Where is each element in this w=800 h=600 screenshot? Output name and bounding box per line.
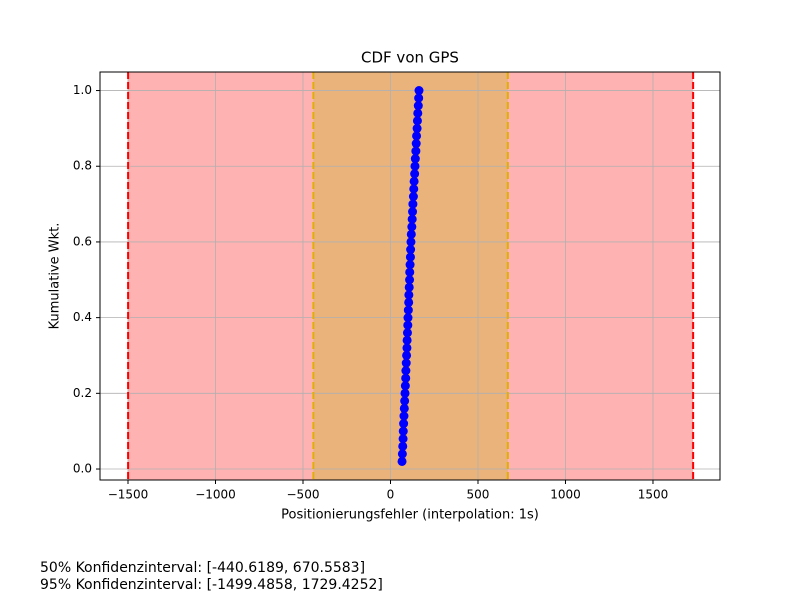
axes-frame <box>99 71 721 481</box>
point <box>404 290 414 300</box>
annotation: 95% Konfidenzinterval: [-1499.4858, 1729… <box>40 577 383 593</box>
x-tick-label: 0 <box>387 488 395 502</box>
point <box>402 335 412 345</box>
point <box>398 426 408 436</box>
point <box>408 192 418 202</box>
point <box>400 388 410 398</box>
point <box>410 169 420 179</box>
point <box>405 267 415 277</box>
point <box>403 320 413 330</box>
point <box>410 161 420 171</box>
y-tick-label: 0.4 <box>73 310 92 324</box>
point <box>413 101 423 111</box>
y-axis-label: Kumulative Wkt. <box>48 223 63 330</box>
point <box>406 237 416 247</box>
point <box>409 176 419 186</box>
point <box>398 434 408 444</box>
x-axis-label: Positionierungsfehler (interpolation: 1s… <box>281 508 539 523</box>
point <box>406 229 416 239</box>
point <box>401 366 411 376</box>
point <box>408 207 418 217</box>
annotation: 50% Konfidenzinterval: [-440.6189, 670.5… <box>40 560 365 576</box>
y-tick-label: 0.0 <box>73 462 92 476</box>
x-tick-label: −1500 <box>108 488 149 502</box>
point <box>414 93 424 103</box>
x-tick-label: 1500 <box>638 488 669 502</box>
point <box>402 328 412 338</box>
point <box>408 199 418 209</box>
point <box>402 343 412 353</box>
y-tick-label: 0.2 <box>73 386 92 400</box>
point <box>405 252 415 262</box>
point <box>407 214 417 224</box>
y-tick-label: 0.6 <box>73 234 92 248</box>
point <box>401 373 411 383</box>
y-tick-label: 0.8 <box>73 159 92 173</box>
point <box>403 313 413 323</box>
point <box>405 260 415 270</box>
point <box>412 123 422 133</box>
point <box>401 358 411 368</box>
point <box>413 108 423 118</box>
plot-area: −1500 −1000 −500 0 500 1000 1500 0.0 0.2 0.4 0.6 0.… <box>73 71 721 502</box>
point <box>411 139 421 149</box>
point <box>400 381 410 391</box>
point <box>410 154 420 164</box>
chart-title: CDF von GPS <box>361 49 459 67</box>
x-tick-label: 500 <box>467 488 490 502</box>
point <box>398 441 408 451</box>
x-tick-label: −1000 <box>195 488 236 502</box>
point <box>409 184 419 194</box>
point <box>406 245 416 255</box>
y-tick-label: 1.0 <box>73 83 92 97</box>
point <box>403 305 413 315</box>
point <box>407 222 417 232</box>
point <box>404 297 414 307</box>
point <box>399 419 409 429</box>
point <box>411 146 421 156</box>
point <box>402 350 412 360</box>
point <box>399 411 409 421</box>
point <box>405 275 415 285</box>
point <box>412 131 422 141</box>
point <box>397 456 407 466</box>
x-tick-label: −500 <box>287 488 320 502</box>
point <box>412 116 422 126</box>
point <box>414 86 424 96</box>
point <box>399 403 409 413</box>
point <box>397 449 407 459</box>
x-tick-label: 1000 <box>550 488 581 502</box>
point <box>404 282 414 292</box>
point <box>400 396 410 406</box>
